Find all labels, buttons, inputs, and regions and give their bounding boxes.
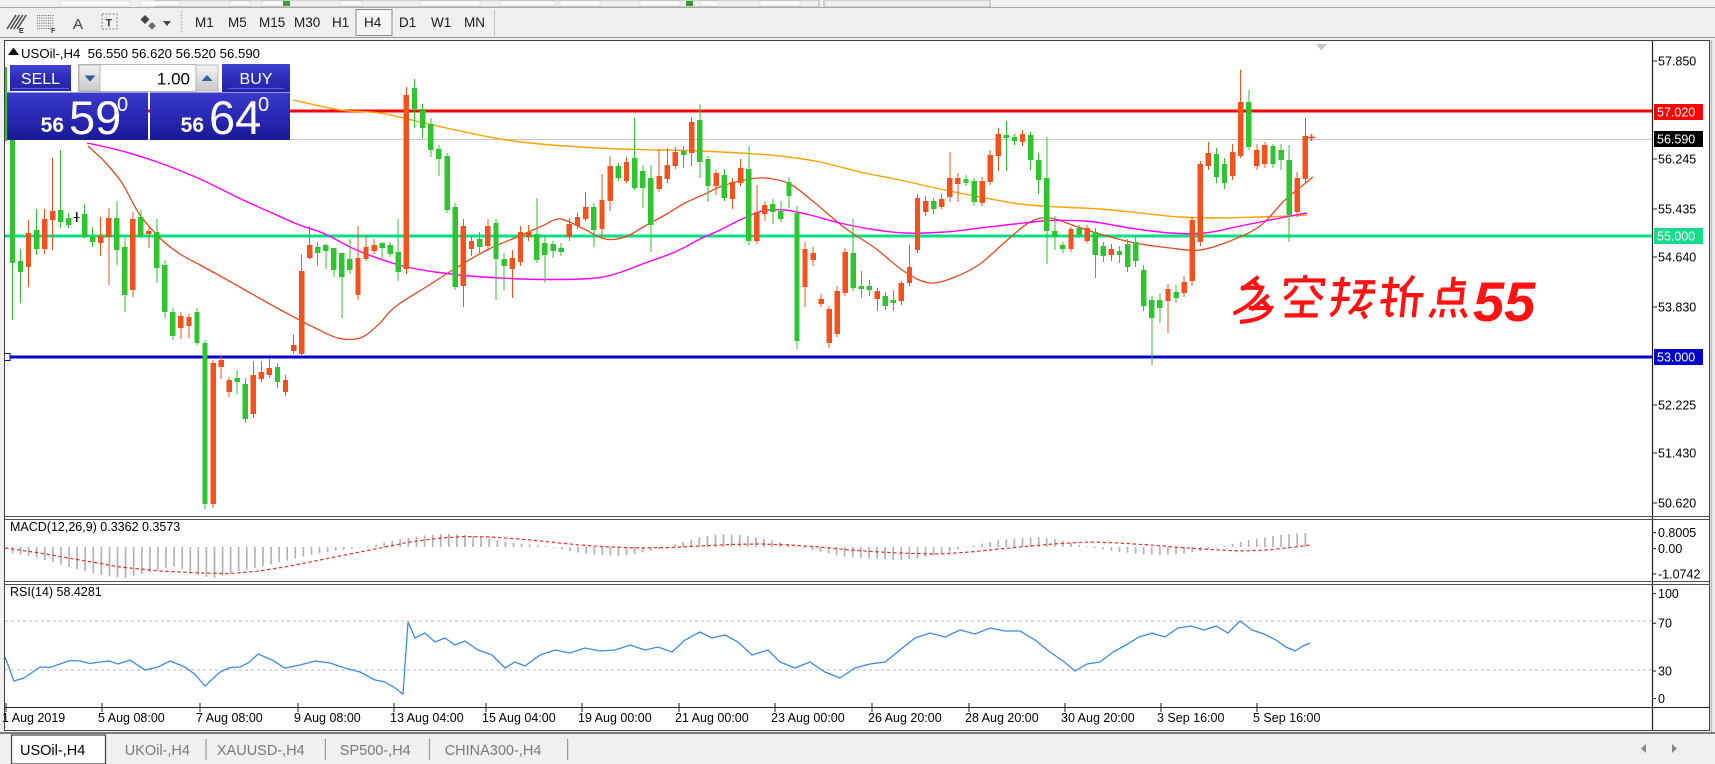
svg-text:56.590: 56.590	[1657, 133, 1695, 147]
svg-text:USOil-,H4: USOil-,H4	[20, 743, 85, 759]
svg-text:52.225: 52.225	[1658, 399, 1696, 413]
svg-text:0: 0	[258, 94, 269, 116]
svg-text:0: 0	[117, 94, 128, 116]
svg-text:21 Aug 00:00: 21 Aug 00:00	[675, 711, 749, 725]
svg-text:19 Aug 00:00: 19 Aug 00:00	[578, 711, 652, 725]
svg-text:CHINA300-,H4: CHINA300-,H4	[445, 743, 542, 759]
svg-text:SELL: SELL	[21, 71, 60, 88]
svg-text:59: 59	[69, 91, 121, 144]
svg-text:57.850: 57.850	[1658, 55, 1696, 69]
svg-text:100: 100	[1658, 587, 1679, 601]
svg-text:70: 70	[1658, 617, 1672, 631]
svg-text:0: 0	[1658, 692, 1665, 706]
svg-text:56.245: 56.245	[1658, 153, 1696, 167]
svg-text:56: 56	[41, 114, 64, 137]
svg-text:UKOil-,H4: UKOil-,H4	[125, 743, 190, 759]
svg-text:26 Aug 20:00: 26 Aug 20:00	[868, 711, 942, 725]
svg-text:1 Aug 2019: 1 Aug 2019	[2, 711, 65, 725]
svg-text:0.00: 0.00	[1658, 542, 1682, 556]
svg-text:53.000: 53.000	[1657, 351, 1695, 365]
svg-text:1.00: 1.00	[157, 70, 190, 89]
svg-text:7 Aug 08:00: 7 Aug 08:00	[196, 711, 263, 725]
svg-text:0.8005: 0.8005	[1658, 526, 1696, 540]
svg-text:53.830: 53.830	[1658, 301, 1696, 315]
svg-text:T: T	[106, 18, 113, 30]
svg-text:13 Aug 04:00: 13 Aug 04:00	[390, 711, 464, 725]
svg-text:M15: M15	[259, 15, 285, 30]
svg-text:51.430: 51.430	[1658, 447, 1696, 461]
svg-text:BUY: BUY	[240, 71, 273, 88]
svg-text:H4: H4	[364, 15, 382, 30]
svg-text:RSI(14) 58.4281: RSI(14) 58.4281	[10, 585, 102, 599]
svg-text:M30: M30	[294, 15, 320, 30]
svg-text:28 Aug 20:00: 28 Aug 20:00	[965, 711, 1039, 725]
svg-text:M1: M1	[195, 15, 214, 30]
svg-text:SP500-,H4: SP500-,H4	[340, 743, 411, 759]
svg-text:A: A	[73, 16, 83, 33]
svg-text:23 Aug 00:00: 23 Aug 00:00	[771, 711, 845, 725]
svg-text:9 Aug 08:00: 9 Aug 08:00	[294, 711, 361, 725]
svg-text:55.435: 55.435	[1658, 203, 1696, 217]
svg-text:54.640: 54.640	[1658, 251, 1696, 265]
svg-text:W1: W1	[431, 15, 451, 30]
svg-text:56: 56	[181, 114, 204, 137]
svg-text:MN: MN	[464, 15, 485, 30]
svg-text:5 Sep 16:00: 5 Sep 16:00	[1253, 711, 1320, 725]
svg-text:55.000: 55.000	[1657, 230, 1695, 244]
svg-text:50.620: 50.620	[1658, 497, 1696, 511]
svg-text:5 Aug 08:00: 5 Aug 08:00	[98, 711, 165, 725]
svg-text:D1: D1	[399, 15, 416, 30]
svg-text:3 Sep 16:00: 3 Sep 16:00	[1157, 711, 1224, 725]
svg-text:USOil-,H4 56.550 56.620 56.52: USOil-,H4 56.550 56.620 56.520 56.590	[21, 46, 260, 61]
svg-text:64: 64	[209, 91, 261, 144]
svg-text:MACD(12,26,9) 0.3362 0.3573: MACD(12,26,9) 0.3362 0.3573	[10, 520, 180, 534]
svg-text:57.020: 57.020	[1657, 106, 1695, 120]
svg-text:-1.0742: -1.0742	[1658, 567, 1700, 581]
svg-text:30 Aug 20:00: 30 Aug 20:00	[1061, 711, 1135, 725]
svg-text:F: F	[51, 28, 56, 35]
svg-text:E: E	[19, 28, 24, 35]
svg-text:30: 30	[1658, 665, 1672, 679]
svg-text:H1: H1	[332, 15, 349, 30]
svg-text:XAUUSD-,H4: XAUUSD-,H4	[217, 743, 305, 759]
svg-text:M5: M5	[228, 15, 247, 30]
svg-text:55: 55	[1473, 270, 1536, 333]
svg-text:15 Aug 04:00: 15 Aug 04:00	[482, 711, 556, 725]
